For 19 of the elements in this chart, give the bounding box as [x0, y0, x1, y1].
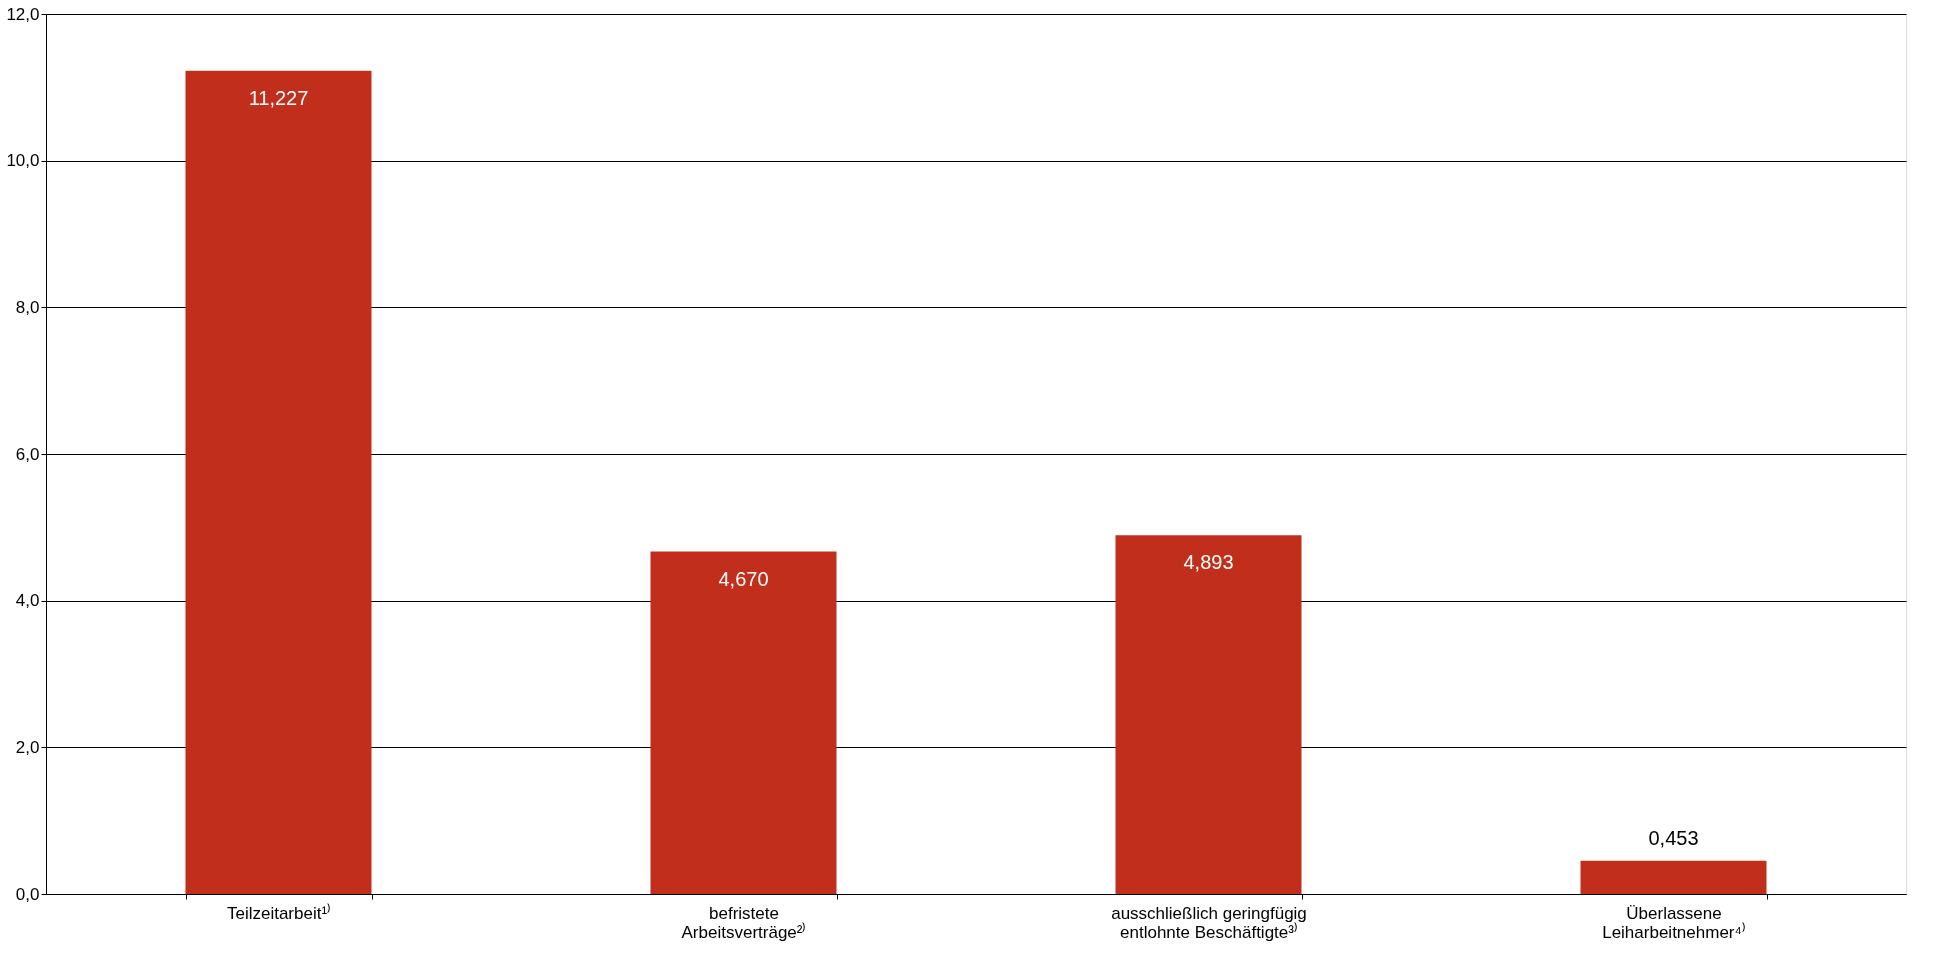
data-label: 11,227: [248, 86, 309, 109]
y-tick-label: 6,0: [15, 444, 40, 464]
x-tick-label: ausschließlich geringfügig entlohnte Beschäftigte³⁾: [1111, 903, 1307, 942]
data-label: 4,893: [1183, 551, 1234, 574]
data-label: 0,453: [1648, 826, 1699, 849]
bar: [1580, 860, 1767, 894]
y-tick-label: 12,0: [6, 4, 40, 24]
y-tick-label: 2,0: [15, 737, 40, 757]
x-tick-label: Teilzeitarbeit¹⁾: [226, 902, 332, 923]
x-tick-label: befristete Arbeitsverträge²⁾: [681, 903, 807, 942]
y-tick-label: 8,0: [15, 297, 40, 317]
y-tick-label: 4,0: [15, 591, 40, 611]
bar: [650, 551, 837, 894]
bar: [1115, 535, 1302, 894]
bar: [185, 70, 372, 894]
data-label: 4,670: [718, 567, 769, 590]
x-tick-label: Überlassene Leiharbeitnehmer⁴⁾: [1602, 903, 1746, 942]
y-tick-label: 0,0: [15, 884, 40, 904]
y-tick-label: 10,0: [6, 151, 40, 171]
